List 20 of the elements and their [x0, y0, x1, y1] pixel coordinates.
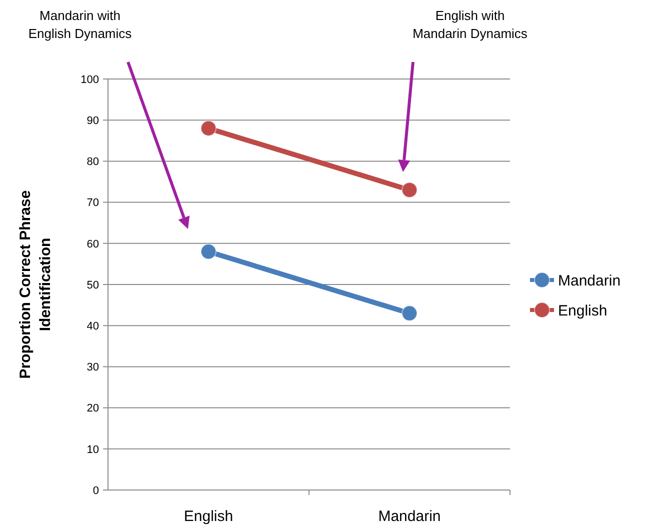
legend-label: Mandarin	[558, 272, 621, 290]
y-tick-label: 10	[86, 444, 99, 456]
y-tick-label: 70	[86, 197, 99, 210]
y-tick-label: 30	[86, 362, 99, 374]
legend-label: English	[558, 302, 608, 320]
y-tick-label: 80	[86, 156, 99, 168]
point	[200, 120, 216, 136]
y-tick-label: 20	[86, 402, 99, 415]
y-tick-label: 40	[86, 320, 99, 332]
y-tick-label: 60	[86, 238, 99, 250]
text: English with Mandarin Dynamics	[412, 8, 528, 41]
point	[402, 305, 418, 322]
point	[200, 244, 216, 260]
y-tick-label: 100	[80, 74, 99, 86]
y-axis-title: Proportion Correct Phrase Identification	[17, 190, 54, 379]
point	[402, 182, 418, 198]
y-tick-label: 50	[86, 279, 99, 292]
text: Mandarin with English Dynamics	[28, 8, 132, 41]
y-tick-label: 0	[92, 484, 99, 497]
y-tick-label: 90	[86, 114, 99, 127]
